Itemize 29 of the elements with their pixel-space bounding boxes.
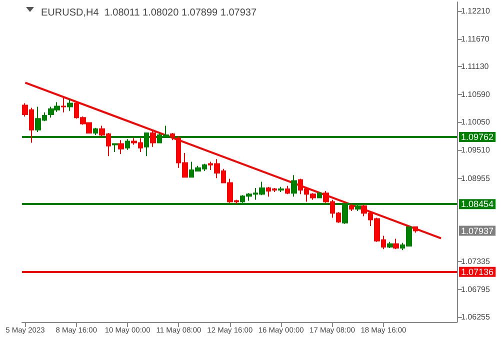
y-tick-label: 1.12210 (461, 6, 490, 16)
candlestick (278, 186, 284, 193)
y-tick-label: 1.06795 (461, 284, 490, 294)
candlestick (285, 185, 290, 195)
candlestick (349, 203, 354, 212)
y-tick-label: 1.11670 (461, 34, 490, 44)
ref-line-label: 1.08454 (461, 199, 494, 210)
candlestick (61, 98, 66, 113)
text: 1.07937 (461, 226, 494, 236)
candlestick (291, 174, 297, 198)
y-tick-label: 1.10590 (461, 90, 490, 99)
candlestick (413, 226, 418, 234)
candlestick (150, 129, 156, 148)
candlestick (170, 132, 175, 141)
candlestick (118, 140, 124, 155)
ref-line-label: 1.07136 (461, 266, 494, 277)
ref-line-label: 1.09762 (461, 132, 494, 142)
candlestick (67, 98, 73, 112)
candlestick (387, 241, 393, 249)
text: EURUSD,H4 1.08011 1.08020 1.07899 1.07937 (41, 8, 257, 18)
candlestick (393, 238, 399, 250)
y-tick-label: 1.06255 (461, 312, 490, 322)
y-tick-label: 1.08955 (461, 174, 490, 183)
y-tick-label: 1.11130 (461, 62, 490, 72)
y-tick-label: 1.10050 (461, 118, 490, 127)
y-tick-label: 1.09510 (461, 145, 490, 154)
y-tick-label: 1.07335 (461, 257, 490, 266)
candlestick (317, 192, 322, 198)
candlestick (112, 143, 118, 152)
